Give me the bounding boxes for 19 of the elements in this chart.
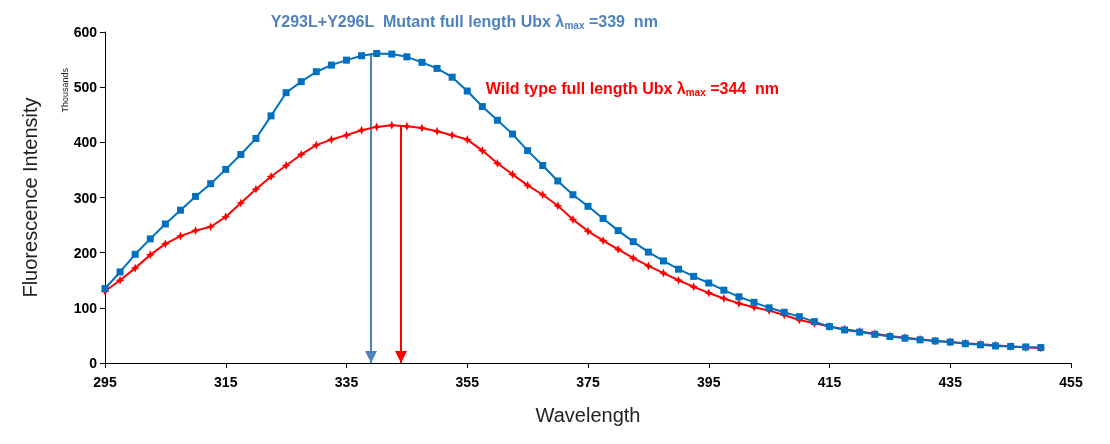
y-axis-title: Fluorescence Intensity: [19, 97, 41, 298]
y-tick-label: 500: [73, 79, 98, 96]
y-tick-label: 300: [73, 189, 98, 206]
x-tick-label: 315: [214, 374, 238, 390]
y-tick-label: 200: [73, 244, 98, 261]
y-tick-label: 100: [73, 299, 98, 316]
x-axis-title: Wavelength: [535, 404, 641, 426]
x-tick-label: 375: [576, 374, 600, 390]
y-tick-label: 600: [73, 24, 98, 40]
x-tick-label: 435: [938, 374, 963, 390]
y-tick-label: 0: [89, 355, 98, 371]
text: Thousands: [59, 67, 70, 113]
x-tick-label: 455: [1059, 374, 1083, 390]
y-tick-label: 400: [73, 134, 98, 151]
x-tick-label: 295: [93, 374, 117, 390]
x-tick-label: 415: [817, 374, 842, 390]
x-tick-label: 335: [334, 374, 359, 390]
x-tick-label: 395: [697, 374, 721, 390]
x-tick-label: 355: [455, 374, 480, 390]
